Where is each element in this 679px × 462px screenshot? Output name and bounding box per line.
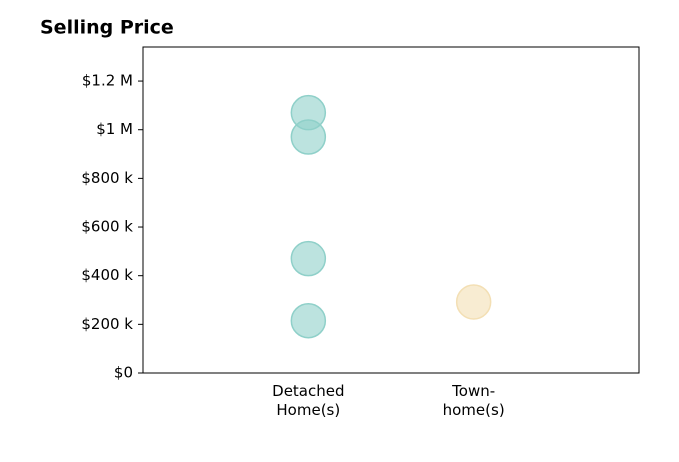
point [455, 284, 492, 320]
point [290, 119, 327, 155]
point [290, 302, 327, 339]
y-tick-label: $1 M [96, 120, 133, 138]
y-tick-label: $200 k [81, 315, 133, 333]
y-tick-label: $1.2 M [82, 72, 133, 90]
y-tick-label: $600 k [81, 218, 133, 236]
point [290, 240, 327, 277]
chart-title: Selling Price [40, 17, 174, 39]
plot-frame [142, 46, 640, 374]
x-tick-label: Detached Home(s) [272, 382, 345, 419]
y-tick-label: $800 k [81, 169, 133, 187]
y-tick-label: $0 [114, 364, 133, 382]
y-tick-label: $400 k [81, 266, 133, 284]
x-tick-label: Town- home(s) [442, 382, 505, 419]
